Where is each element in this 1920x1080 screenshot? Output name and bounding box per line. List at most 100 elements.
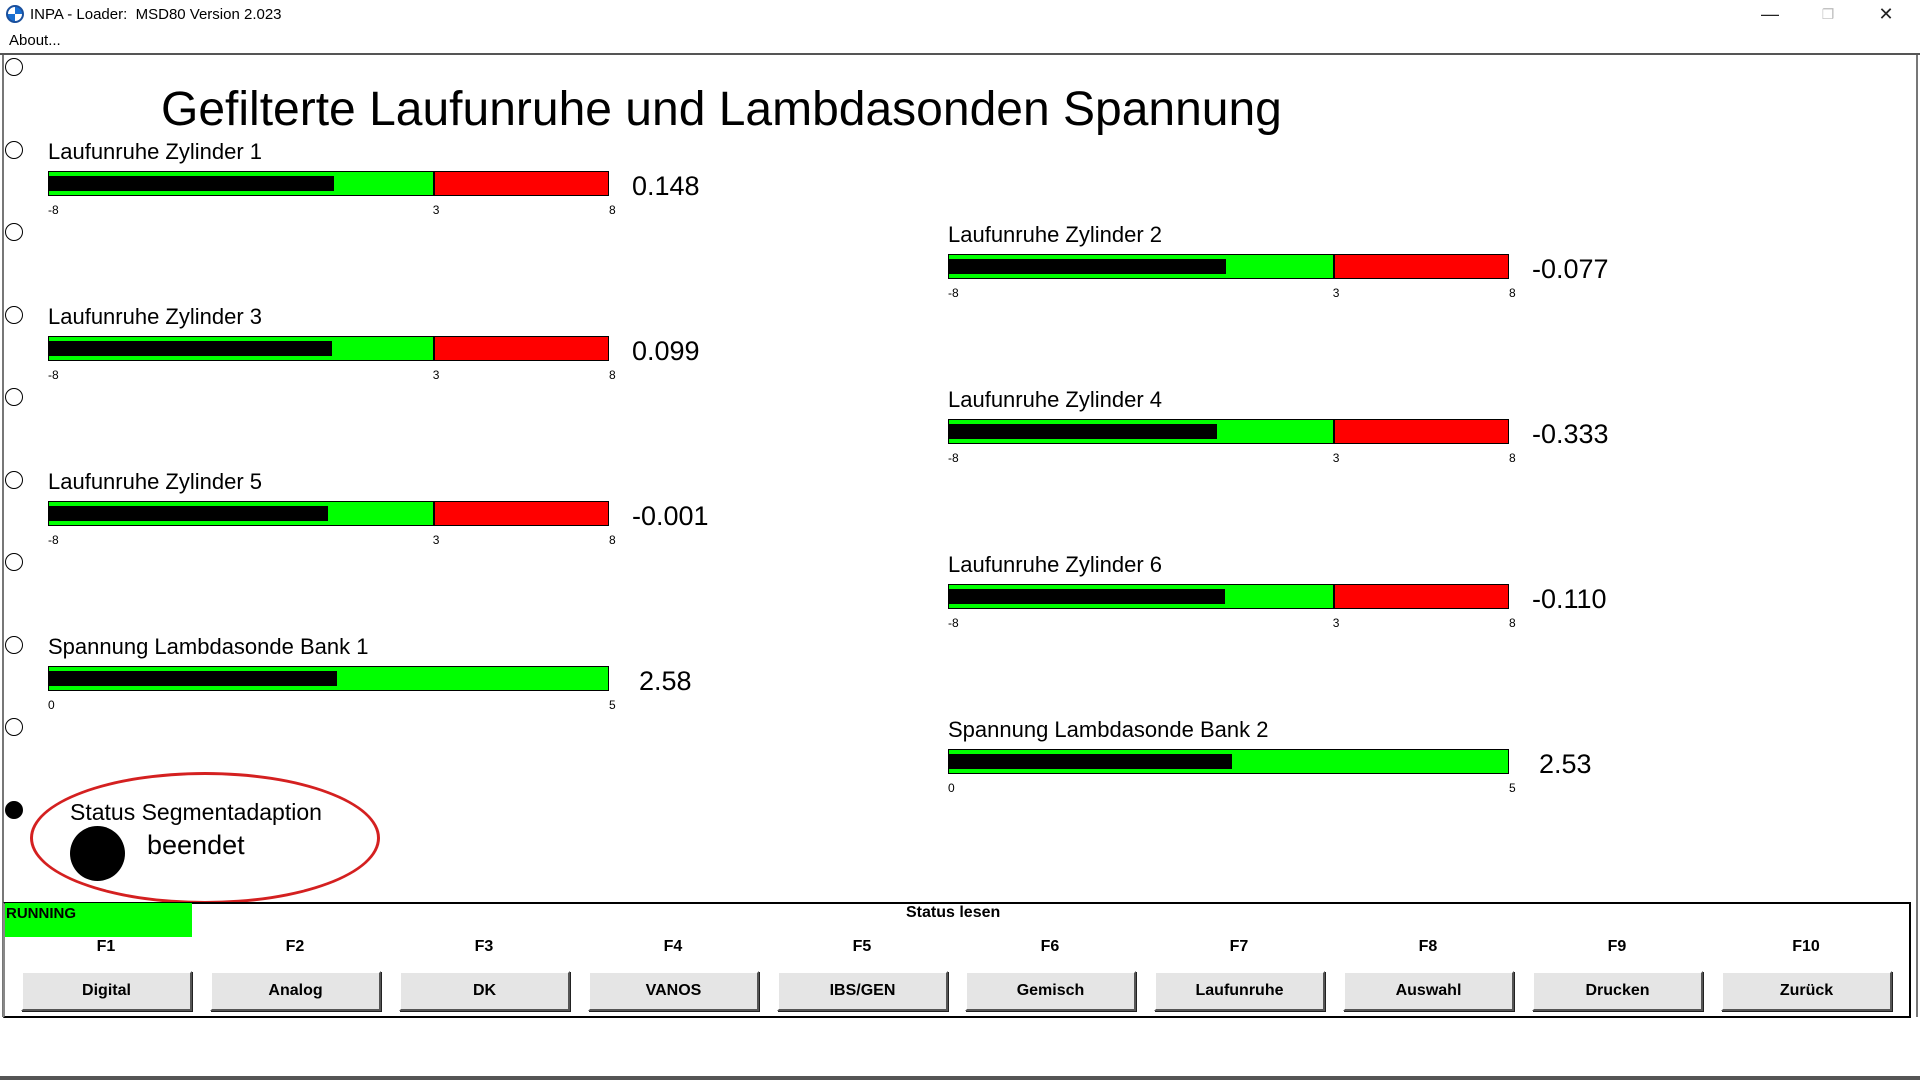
- gauge-label: Laufunruhe Zylinder 1: [48, 139, 263, 164]
- gauge-label: Laufunruhe Zylinder 4: [948, 387, 1163, 412]
- dk-button[interactable]: DK: [399, 971, 570, 1011]
- radio-button-4[interactable]: [5, 306, 23, 324]
- fkey-label-f2: F2: [285, 938, 305, 955]
- fkey-label-f5: F5: [852, 938, 872, 955]
- gauge-fill: [949, 589, 1225, 604]
- vanos-button[interactable]: VANOS: [588, 971, 759, 1011]
- radio-button-1[interactable]: [5, 58, 23, 76]
- gauge-value: -0.001: [632, 501, 709, 531]
- frame-right-border: [1916, 55, 1918, 1017]
- gauge-red-zone: [433, 172, 608, 195]
- radio-button-6[interactable]: [5, 471, 23, 489]
- radio-button-5[interactable]: [5, 388, 23, 406]
- fkey-label-f9: F9: [1607, 938, 1627, 955]
- gauge-value: 0.099: [632, 336, 700, 366]
- fkey-label-f7: F7: [1229, 938, 1249, 955]
- gauge-zylinder-2: Laufunruhe Zylinder 2 -8 3 8 -0.077: [948, 222, 1728, 322]
- radio-button-10[interactable]: [5, 801, 23, 819]
- gauge-tick-min: -8: [948, 451, 959, 465]
- gauge-tick-min: 0: [48, 698, 55, 712]
- gauge-tick-min: -8: [48, 203, 59, 217]
- gauge-label: Laufunruhe Zylinder 3: [48, 304, 263, 329]
- gauge-label: Spannung Lambdasonde Bank 1: [48, 634, 369, 659]
- status-message: Status lesen: [906, 904, 1001, 921]
- gauge-red-zone: [1333, 420, 1508, 443]
- gauge-tick-max: 5: [1509, 781, 1516, 795]
- gauge-tick-min: -8: [48, 533, 59, 547]
- gauge-value: -0.110: [1532, 584, 1607, 614]
- gemisch-button[interactable]: Gemisch: [965, 971, 1136, 1011]
- gauge-tick-min: -8: [948, 616, 959, 630]
- gauge-label: Spannung Lambdasonde Bank 2: [948, 717, 1269, 742]
- gauge-bar: [948, 254, 1509, 279]
- gauge-fill: [949, 259, 1226, 274]
- running-indicator: RUNNING: [5, 903, 192, 937]
- gauge-bar: [48, 501, 609, 526]
- gauge-tick-max: 8: [1509, 451, 1516, 465]
- gauge-tick-mid: 3: [432, 368, 440, 382]
- page-title: Gefilterte Laufunruhe und Lambdasonden S…: [161, 83, 1282, 136]
- menu-about[interactable]: About...: [9, 32, 61, 49]
- restore-button[interactable]: ❐: [1821, 5, 1835, 22]
- gauge-label: Laufunruhe Zylinder 2: [948, 222, 1163, 247]
- gauge-fill: [49, 176, 334, 191]
- laufunruhe-button[interactable]: Laufunruhe: [1154, 971, 1325, 1011]
- gauge-red-zone: [1333, 585, 1508, 608]
- gauge-bar: [48, 171, 609, 196]
- fkey-label-f4: F4: [663, 938, 683, 955]
- menu-bar: About...: [0, 28, 1920, 52]
- gauge-label: Laufunruhe Zylinder 6: [948, 552, 1163, 577]
- zurueck-button[interactable]: Zurück: [1721, 971, 1892, 1011]
- gauge-bar: [48, 336, 609, 361]
- gauge-value: 0.148: [632, 171, 700, 201]
- gauge-tick-max: 8: [609, 368, 616, 382]
- fkey-label-f8: F8: [1418, 938, 1438, 955]
- gauge-red-zone: [1333, 255, 1508, 278]
- gauge-value: 2.58: [639, 666, 692, 696]
- gauge-fill: [949, 754, 1232, 769]
- digital-button[interactable]: Digital: [21, 971, 192, 1011]
- fkey-label-f10: F10: [1792, 938, 1820, 955]
- gauge-fill: [49, 506, 329, 521]
- gauge-tick-max: 8: [1509, 286, 1516, 300]
- bmw-logo-icon: [6, 5, 24, 23]
- gauge-tick-mid: 3: [1332, 451, 1340, 465]
- frame-top-border: [0, 53, 1920, 55]
- gauge-label: Laufunruhe Zylinder 5: [48, 469, 263, 494]
- radio-button-8[interactable]: [5, 636, 23, 654]
- window-bottom-border: [0, 1076, 1920, 1080]
- analog-button[interactable]: Analog: [210, 971, 381, 1011]
- auswahl-button[interactable]: Auswahl: [1343, 971, 1514, 1011]
- gauge-red-zone: [433, 337, 608, 360]
- gauge-tick-max: 8: [1509, 616, 1516, 630]
- ibs-gen-button[interactable]: IBS/GEN: [777, 971, 948, 1011]
- radio-button-7[interactable]: [5, 553, 23, 571]
- radio-button-3[interactable]: [5, 223, 23, 241]
- gauge-tick-mid: 3: [1332, 286, 1340, 300]
- gauge-tick-max: 8: [609, 533, 616, 547]
- gauge-tick-min: -8: [948, 286, 959, 300]
- minimize-button[interactable]: —: [1761, 3, 1779, 24]
- gauge-zylinder-6: Laufunruhe Zylinder 6 -8 3 8 -0.110: [948, 552, 1728, 652]
- fkey-label-f1: F1: [96, 938, 116, 955]
- fkey-label-f6: F6: [1040, 938, 1060, 955]
- gauge-tick-max: 8: [609, 203, 616, 217]
- close-button[interactable]: ✕: [1878, 3, 1894, 24]
- gauge-tick-max: 5: [609, 698, 616, 712]
- gauge-zylinder-3: Laufunruhe Zylinder 3 -8 3 8 0.099: [48, 304, 828, 404]
- gauge-lambda-bank-1: Spannung Lambdasonde Bank 1 0 5 2.58: [48, 634, 828, 734]
- gauge-tick-mid: 3: [432, 203, 440, 217]
- gauge-zylinder-1: Laufunruhe Zylinder 1 -8 3 8 0.148: [48, 139, 828, 239]
- annotation-highlight-ellipse: [30, 772, 380, 904]
- drucken-button[interactable]: Drucken: [1532, 971, 1703, 1011]
- frame-left-border: [2, 55, 4, 1017]
- gauge-zylinder-5: Laufunruhe Zylinder 5 -8 3 8 -0.001: [48, 469, 828, 569]
- radio-button-2[interactable]: [5, 141, 23, 159]
- gauge-value: -0.333: [1532, 419, 1609, 449]
- gauge-fill: [949, 424, 1217, 439]
- radio-button-9[interactable]: [5, 718, 23, 736]
- gauge-tick-mid: 3: [432, 533, 440, 547]
- gauge-fill: [49, 341, 332, 356]
- gauge-bar: [948, 749, 1509, 774]
- gauge-fill: [49, 671, 338, 686]
